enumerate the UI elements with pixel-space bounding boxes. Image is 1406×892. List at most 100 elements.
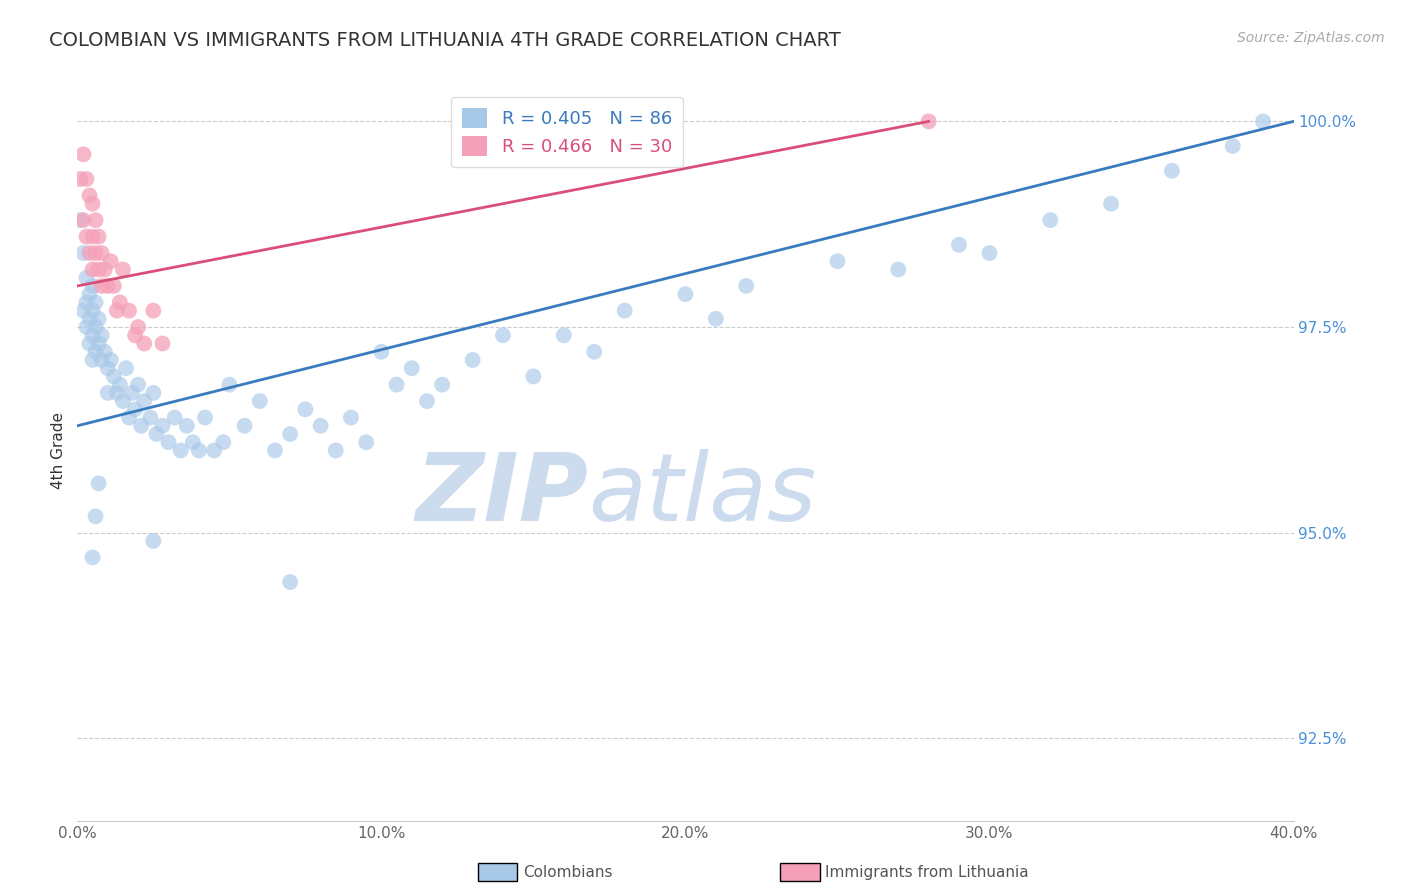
Point bbox=[887, 262, 910, 277]
Point bbox=[127, 377, 149, 392]
Point bbox=[121, 385, 143, 400]
Point bbox=[492, 328, 515, 343]
Point bbox=[79, 188, 101, 202]
Point bbox=[90, 246, 112, 260]
Point bbox=[100, 254, 122, 268]
Point bbox=[69, 213, 91, 227]
Point bbox=[75, 172, 97, 186]
Point bbox=[139, 410, 162, 425]
Point bbox=[97, 361, 120, 376]
Point bbox=[72, 246, 94, 260]
Point bbox=[948, 237, 970, 252]
Point bbox=[124, 328, 146, 343]
Point bbox=[979, 246, 1001, 260]
Point bbox=[84, 213, 107, 227]
Point bbox=[87, 336, 110, 351]
Point bbox=[84, 246, 107, 260]
Point bbox=[93, 344, 115, 359]
Point bbox=[90, 353, 112, 368]
Legend: R = 0.405   N = 86, R = 0.466   N = 30: R = 0.405 N = 86, R = 0.466 N = 30 bbox=[451, 96, 683, 168]
Point bbox=[152, 336, 174, 351]
Point bbox=[157, 435, 180, 450]
Point bbox=[82, 279, 104, 293]
Point bbox=[704, 311, 727, 326]
Point bbox=[264, 443, 287, 458]
Point bbox=[82, 353, 104, 368]
Point bbox=[87, 262, 110, 277]
Point bbox=[79, 287, 101, 301]
Point bbox=[111, 262, 134, 277]
Point bbox=[249, 394, 271, 409]
Point bbox=[340, 410, 363, 425]
Point bbox=[82, 229, 104, 244]
Point bbox=[735, 279, 758, 293]
Point bbox=[918, 114, 941, 128]
Point bbox=[93, 262, 115, 277]
Point bbox=[87, 311, 110, 326]
Point bbox=[1039, 213, 1062, 227]
Point bbox=[278, 427, 301, 442]
Point bbox=[142, 385, 165, 400]
Point bbox=[1251, 114, 1274, 128]
Point bbox=[72, 303, 94, 318]
Point bbox=[461, 353, 484, 368]
Point bbox=[82, 262, 104, 277]
Point bbox=[84, 320, 107, 334]
Point bbox=[1222, 139, 1244, 153]
Point bbox=[202, 443, 225, 458]
Point bbox=[522, 369, 544, 384]
Point bbox=[90, 279, 112, 293]
Point bbox=[84, 295, 107, 310]
Point bbox=[309, 418, 332, 433]
Point bbox=[105, 303, 128, 318]
Point bbox=[194, 410, 217, 425]
Point bbox=[87, 229, 110, 244]
Point bbox=[118, 410, 141, 425]
Point bbox=[176, 418, 198, 433]
Point bbox=[1161, 163, 1184, 178]
Point bbox=[72, 213, 94, 227]
Point bbox=[82, 196, 104, 211]
Point bbox=[84, 344, 107, 359]
Point bbox=[79, 246, 101, 260]
Point bbox=[103, 369, 125, 384]
Point bbox=[142, 533, 165, 548]
Point bbox=[124, 402, 146, 417]
Point bbox=[325, 443, 347, 458]
Point bbox=[118, 303, 141, 318]
Point bbox=[827, 254, 849, 268]
Point bbox=[72, 147, 94, 161]
Text: Immigrants from Lithuania: Immigrants from Lithuania bbox=[825, 865, 1029, 880]
Point bbox=[129, 418, 152, 433]
Point bbox=[188, 443, 211, 458]
Text: ZIP: ZIP bbox=[415, 449, 588, 541]
Point bbox=[294, 402, 316, 417]
Text: atlas: atlas bbox=[588, 450, 817, 541]
Point bbox=[145, 427, 167, 442]
Text: Colombians: Colombians bbox=[523, 865, 613, 880]
Point bbox=[82, 550, 104, 565]
Point bbox=[401, 361, 423, 376]
Point bbox=[79, 311, 101, 326]
Point bbox=[84, 509, 107, 524]
Point bbox=[103, 279, 125, 293]
Point bbox=[87, 476, 110, 491]
Point bbox=[354, 435, 377, 450]
Point bbox=[75, 229, 97, 244]
Point bbox=[152, 418, 174, 433]
Point bbox=[170, 443, 193, 458]
Point bbox=[163, 410, 186, 425]
Text: COLOMBIAN VS IMMIGRANTS FROM LITHUANIA 4TH GRADE CORRELATION CHART: COLOMBIAN VS IMMIGRANTS FROM LITHUANIA 4… bbox=[49, 31, 841, 50]
Point bbox=[181, 435, 204, 450]
Point bbox=[69, 172, 91, 186]
Point bbox=[105, 385, 128, 400]
Point bbox=[1099, 196, 1122, 211]
Point bbox=[79, 336, 101, 351]
Point bbox=[75, 270, 97, 285]
Point bbox=[115, 361, 138, 376]
Point bbox=[553, 328, 575, 343]
Y-axis label: 4th Grade: 4th Grade bbox=[51, 412, 66, 489]
Point bbox=[233, 418, 256, 433]
Point bbox=[370, 344, 392, 359]
Point bbox=[212, 435, 235, 450]
